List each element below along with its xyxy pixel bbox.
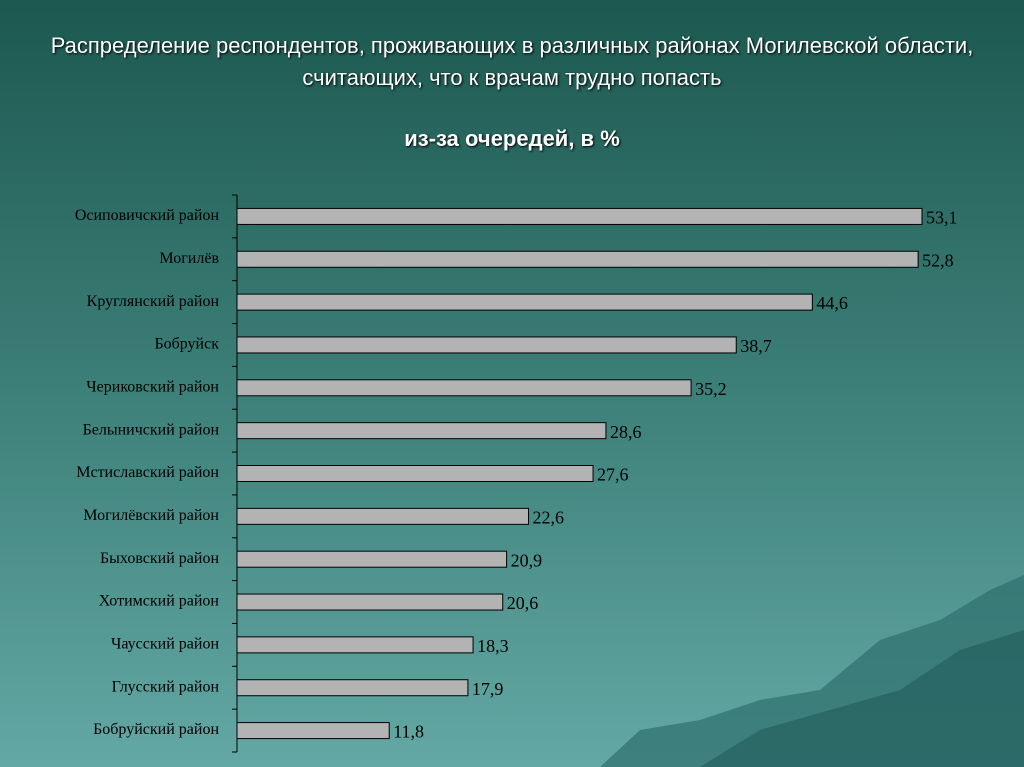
bar [236,550,508,568]
value-label: 38,7 [740,336,772,356]
category-label: Хотимский район [99,593,220,610]
bar [236,636,474,654]
mountain [700,630,1024,767]
value-label: 52,8 [922,250,954,270]
bar [236,593,504,611]
value-label: 53,1 [926,208,958,228]
category-label: Белыничский район [83,421,220,438]
bar [236,379,692,397]
category-label: Чаусский район [111,636,219,653]
bar [236,507,530,525]
chart-subtitle: из-за очередей, в % [404,126,620,151]
bar [236,422,607,440]
value-label: 20,6 [507,593,539,613]
value-label: 20,9 [511,550,542,570]
value-label: 28,6 [610,422,642,442]
value-label: 17,9 [472,679,504,699]
value-label: 11,8 [393,722,424,742]
value-label: 18,3 [477,636,509,656]
bar [236,250,919,268]
bar [236,207,923,225]
category-label: Могилёв [159,250,219,267]
category-label: Быховский район [100,550,219,567]
category-label: Могилёвский район [83,507,219,524]
category-label: Чериковский район [86,378,219,395]
value-label: 27,6 [597,465,629,485]
bar [236,722,390,740]
bar [236,293,813,311]
chart-title: Распределение респондентов, проживающих … [50,33,974,90]
bar [236,679,469,697]
category-label: Осиповичский район [75,207,220,224]
bar [236,465,594,482]
value-label: 44,6 [816,293,848,313]
category-label: Глусский район [112,678,220,695]
value-label: 22,6 [533,507,565,527]
value-label: 35,2 [695,379,727,399]
bar [236,336,737,354]
category-label: Бобруйск [154,336,219,353]
category-label: Круглянский район [87,293,220,310]
category-label: Мстиславский район [76,464,219,481]
category-label: Бобруйский район [93,721,219,738]
